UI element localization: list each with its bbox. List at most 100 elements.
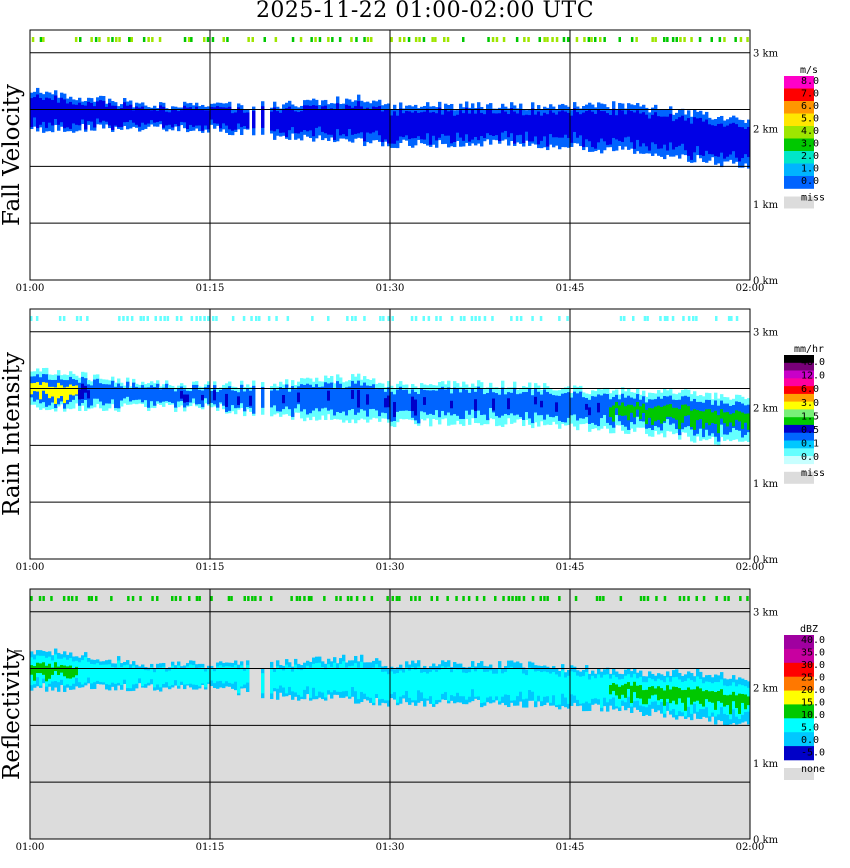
data-cell — [81, 104, 85, 120]
speckle — [502, 37, 506, 42]
speckle — [470, 316, 474, 321]
data-cell — [720, 123, 724, 153]
data-cell — [492, 113, 496, 136]
data-cell — [738, 126, 742, 162]
data-cell — [450, 400, 454, 409]
speckle — [190, 37, 193, 42]
data-cell — [714, 692, 718, 710]
legend-label: 40.0 — [801, 635, 825, 646]
data-cell — [90, 663, 94, 684]
speckle — [715, 316, 718, 321]
data-cell — [576, 393, 580, 421]
data-cell — [159, 105, 163, 122]
legend-swatch — [784, 432, 814, 441]
speckle — [215, 316, 218, 321]
speckle — [598, 596, 602, 601]
data-cell — [684, 404, 688, 417]
speckle — [267, 316, 271, 321]
data-cell — [87, 666, 91, 676]
data-cell — [306, 383, 310, 415]
speckle — [643, 316, 647, 321]
data-cell — [519, 393, 523, 418]
legend-label: 12.0 — [801, 371, 825, 382]
data-cell — [105, 106, 109, 122]
speckle — [555, 37, 559, 42]
legend-label: 0.0 — [801, 735, 819, 746]
legend-unit: m/s — [800, 65, 818, 76]
speckle — [710, 37, 713, 42]
speckle — [723, 37, 726, 42]
legend-swatch — [784, 176, 814, 189]
speckle — [362, 596, 366, 601]
speckle — [38, 596, 42, 601]
legend-missing-label: miss — [801, 468, 825, 479]
data-cell — [345, 104, 349, 137]
speckle — [671, 37, 675, 42]
data-cell — [51, 99, 55, 126]
data-cell — [231, 666, 235, 684]
data-cell — [75, 104, 79, 125]
data-cell — [72, 104, 76, 124]
speckle — [739, 37, 743, 42]
data-cell — [666, 685, 670, 699]
speckle — [746, 596, 749, 601]
speckle — [42, 37, 45, 42]
data-cell — [396, 389, 400, 412]
speckle — [455, 596, 458, 601]
speckle — [275, 316, 278, 321]
data-cell — [57, 102, 61, 125]
data-cell — [579, 391, 583, 419]
data-cell — [243, 391, 247, 412]
speckle — [199, 316, 202, 321]
data-cell — [141, 385, 145, 403]
speckle — [128, 37, 131, 42]
data-cell — [420, 112, 424, 140]
data-cell — [534, 114, 538, 137]
speckle — [195, 316, 198, 321]
data-cell — [291, 671, 295, 692]
data-cell — [528, 675, 532, 684]
data-cell — [153, 108, 157, 123]
speckle — [659, 316, 662, 321]
speckle — [695, 316, 698, 321]
data-cell — [717, 691, 721, 702]
data-cell — [687, 687, 691, 698]
speckle — [682, 596, 686, 601]
data-cell — [717, 415, 721, 434]
speckle — [678, 596, 682, 601]
speckle — [338, 37, 342, 42]
speckle — [663, 37, 666, 42]
data-cell — [297, 669, 301, 695]
data-cell — [456, 114, 460, 133]
legend-label: -5.0 — [801, 748, 825, 759]
data-cell — [609, 407, 613, 417]
speckle — [575, 37, 579, 42]
data-cell — [744, 413, 748, 423]
data-cell — [414, 110, 418, 139]
data-cell — [543, 671, 547, 697]
data-cell — [699, 117, 703, 156]
data-cell — [519, 109, 523, 135]
data-cell — [669, 113, 673, 143]
speckle — [702, 596, 706, 601]
data-cell — [147, 110, 151, 124]
data-cell — [492, 398, 496, 411]
data-cell — [384, 671, 388, 701]
speckle — [318, 37, 322, 42]
data-cell — [510, 392, 514, 414]
data-cell — [240, 670, 244, 679]
legend-missing-label: miss — [801, 193, 825, 204]
data-cell — [375, 107, 379, 131]
speckle — [227, 596, 231, 601]
speckle — [115, 37, 118, 42]
data-cell — [639, 113, 643, 147]
data-cell — [555, 674, 559, 706]
legend-swatch — [784, 676, 814, 691]
speckle — [675, 37, 678, 42]
data-cell — [153, 672, 157, 688]
x-tick-label: 01:15 — [196, 562, 225, 573]
data-cell — [135, 106, 139, 125]
legend-swatch — [784, 704, 814, 719]
legend-missing-swatch — [784, 768, 814, 780]
speckle — [522, 596, 526, 601]
